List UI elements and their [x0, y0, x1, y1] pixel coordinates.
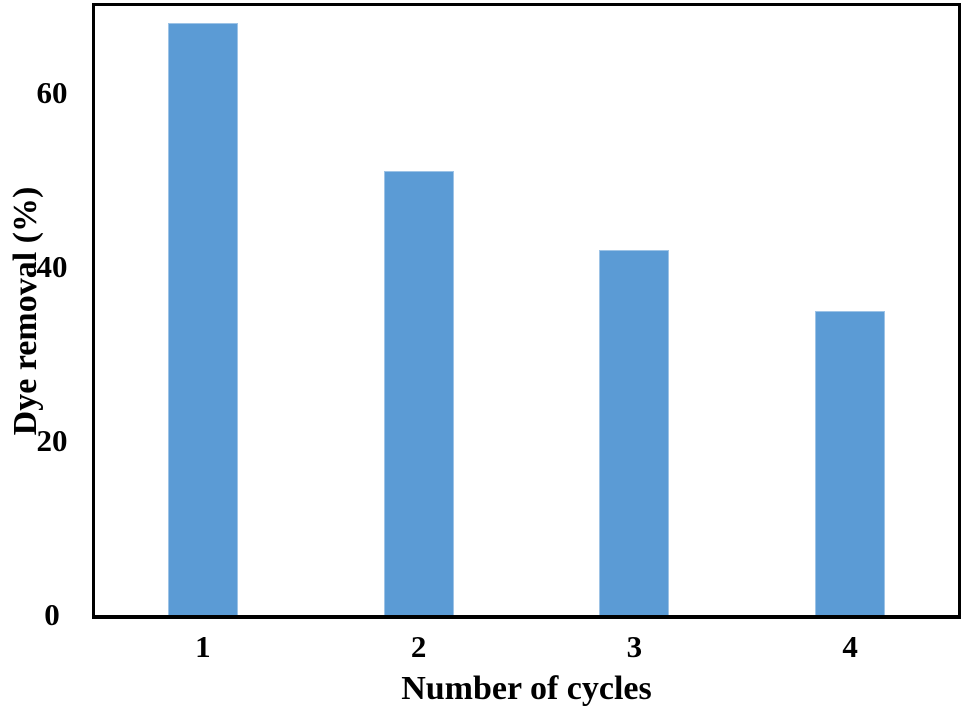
y-tick-label-60: 60: [36, 75, 68, 110]
y-tick-label-0: 0: [44, 597, 60, 632]
bar-cycle-2: [383, 171, 454, 615]
x-tick-label-1: 1: [195, 629, 211, 664]
x-tick-label-3: 3: [626, 629, 643, 664]
y-axis-title: Dye removal (%): [7, 186, 44, 436]
bar-cycle-3: [599, 249, 670, 615]
x-tick-label-4: 4: [842, 629, 858, 664]
bar-cycle-1: [167, 23, 238, 615]
y-tick-label-40: 40: [36, 249, 68, 284]
x-axis-title: Number of cycles: [401, 670, 652, 707]
bar-cycle-4: [815, 310, 886, 615]
y-tick-label-20: 20: [36, 423, 68, 458]
bars-layer: [95, 6, 958, 615]
x-tick-label-2: 2: [410, 629, 427, 664]
plot-area: [92, 3, 961, 619]
